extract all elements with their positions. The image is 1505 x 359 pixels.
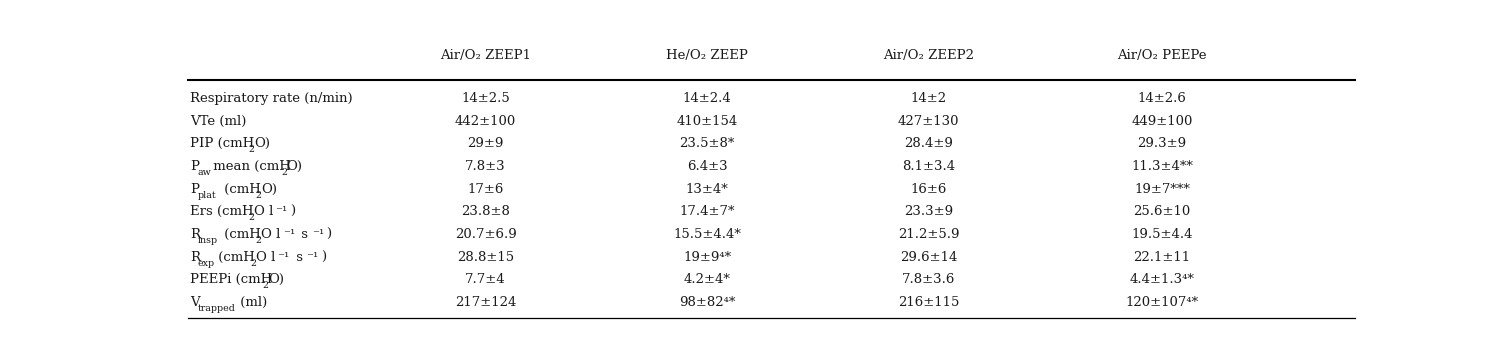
Text: 19±9⁴*: 19±9⁴* [683, 251, 731, 264]
Text: 2: 2 [250, 258, 256, 267]
Text: trapped: trapped [197, 304, 236, 313]
Text: 14±2.6: 14±2.6 [1138, 92, 1186, 105]
Text: He/O₂ ZEEP: He/O₂ ZEEP [667, 50, 748, 62]
Text: 28.8±15: 28.8±15 [458, 251, 515, 264]
Text: 6.4±3: 6.4±3 [686, 160, 727, 173]
Text: 2: 2 [248, 145, 254, 154]
Text: 2: 2 [281, 168, 287, 177]
Text: 19±7***: 19±7*** [1135, 182, 1190, 196]
Text: 23.8±8: 23.8±8 [461, 205, 510, 218]
Text: VTe (ml): VTe (ml) [191, 115, 247, 127]
Text: O): O) [254, 137, 269, 150]
Text: ): ) [321, 251, 327, 264]
Text: 2: 2 [263, 281, 269, 290]
Text: 29.3±9: 29.3±9 [1138, 137, 1186, 150]
Text: 16±6: 16±6 [911, 182, 947, 196]
Text: O): O) [286, 160, 303, 173]
Text: (ml): (ml) [236, 296, 268, 309]
Text: 4.4±1.3⁴*: 4.4±1.3⁴* [1130, 273, 1195, 286]
Text: 449±100: 449±100 [1132, 115, 1193, 127]
Text: O): O) [262, 182, 277, 196]
Text: O l: O l [262, 228, 280, 241]
Text: 2: 2 [248, 213, 254, 222]
Text: exp: exp [197, 258, 215, 267]
Text: Air/O₂ ZEEP2: Air/O₂ ZEEP2 [883, 50, 974, 62]
Text: 14±2: 14±2 [911, 92, 947, 105]
Text: 23.3±9: 23.3±9 [905, 205, 953, 218]
Text: O l: O l [254, 205, 274, 218]
Text: ⁻¹: ⁻¹ [275, 205, 287, 218]
Text: plat: plat [197, 191, 217, 200]
Text: Air/O₂ PEEPe: Air/O₂ PEEPe [1117, 50, 1207, 62]
Text: 4.2±4*: 4.2±4* [683, 273, 730, 286]
Text: (cmH: (cmH [214, 251, 254, 264]
Text: ): ) [327, 228, 331, 241]
Text: Air/O₂ ZEEP1: Air/O₂ ZEEP1 [439, 50, 531, 62]
Text: 120±107⁴*: 120±107⁴* [1126, 296, 1198, 309]
Text: R: R [191, 228, 200, 241]
Text: 7.8±3: 7.8±3 [465, 160, 506, 173]
Text: P: P [191, 182, 200, 196]
Text: P: P [191, 160, 200, 173]
Text: 7.8±3.6: 7.8±3.6 [901, 273, 956, 286]
Text: Respiratory rate (n/min): Respiratory rate (n/min) [191, 92, 354, 105]
Text: O): O) [268, 273, 284, 286]
Text: 28.4±9: 28.4±9 [905, 137, 953, 150]
Text: PIP (cmH: PIP (cmH [191, 137, 254, 150]
Text: 19.5±4.4: 19.5±4.4 [1132, 228, 1193, 241]
Text: 20.7±6.9: 20.7±6.9 [455, 228, 516, 241]
Text: aw: aw [197, 168, 211, 177]
Text: 15.5±4.4*: 15.5±4.4* [673, 228, 740, 241]
Text: 22.1±11: 22.1±11 [1133, 251, 1190, 264]
Text: 216±115: 216±115 [898, 296, 960, 309]
Text: 11.3±4**: 11.3±4** [1132, 160, 1193, 173]
Text: 21.2±5.9: 21.2±5.9 [898, 228, 960, 241]
Text: s: s [292, 251, 303, 264]
Text: (cmH: (cmH [220, 182, 260, 196]
Text: Ers (cmH: Ers (cmH [191, 205, 254, 218]
Text: 217±124: 217±124 [455, 296, 516, 309]
Text: 29±9: 29±9 [468, 137, 504, 150]
Text: 8.1±3.4: 8.1±3.4 [901, 160, 956, 173]
Text: 14±2.4: 14±2.4 [683, 92, 731, 105]
Text: 2: 2 [256, 191, 262, 200]
Text: V: V [191, 296, 200, 309]
Text: PEEPi (cmH: PEEPi (cmH [191, 273, 272, 286]
Text: O l: O l [256, 251, 275, 264]
Text: 14±2.5: 14±2.5 [461, 92, 510, 105]
Text: 2: 2 [256, 236, 262, 245]
Text: 23.5±8*: 23.5±8* [679, 137, 734, 150]
Text: 427±130: 427±130 [898, 115, 960, 127]
Text: 17±6: 17±6 [468, 182, 504, 196]
Text: ⁻¹: ⁻¹ [283, 228, 295, 241]
Text: mean (cmH: mean (cmH [209, 160, 290, 173]
Text: 7.7±4: 7.7±4 [465, 273, 506, 286]
Text: s: s [298, 228, 309, 241]
Text: 410±154: 410±154 [677, 115, 737, 127]
Text: ⁻¹: ⁻¹ [307, 251, 319, 264]
Text: ): ) [290, 205, 295, 218]
Text: 13±4*: 13±4* [686, 182, 728, 196]
Text: 17.4±7*: 17.4±7* [679, 205, 734, 218]
Text: 442±100: 442±100 [455, 115, 516, 127]
Text: 29.6±14: 29.6±14 [900, 251, 957, 264]
Text: insp: insp [197, 236, 218, 245]
Text: 98±82⁴*: 98±82⁴* [679, 296, 736, 309]
Text: ⁻¹: ⁻¹ [277, 251, 290, 264]
Text: 25.6±10: 25.6±10 [1133, 205, 1190, 218]
Text: ⁻¹: ⁻¹ [312, 228, 324, 241]
Text: (cmH: (cmH [220, 228, 260, 241]
Text: R: R [191, 251, 200, 264]
